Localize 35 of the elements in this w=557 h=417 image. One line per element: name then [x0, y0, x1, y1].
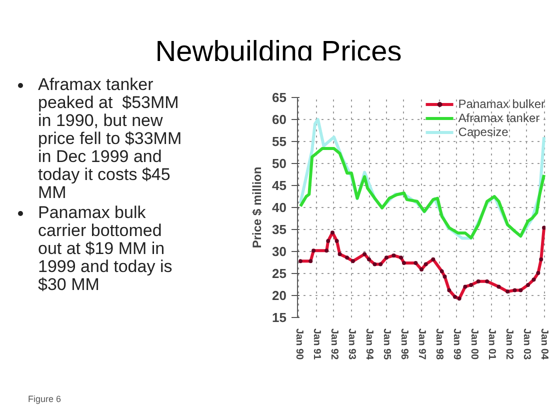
- legend-label: Capesize: [458, 125, 508, 139]
- x-tick-label: Jan 01: [486, 328, 498, 360]
- legend-label: Aframax tanker: [458, 111, 540, 125]
- y-tick-label: 25: [272, 266, 287, 281]
- y-tick-label: 40: [272, 200, 287, 215]
- x-tick-label: Jan 98: [434, 328, 445, 360]
- x-tick-label: Jan 90: [293, 328, 304, 360]
- y-tick-label: 30: [272, 244, 287, 259]
- x-tick-label: Jan 92: [328, 328, 340, 360]
- y-tick-label: 60: [272, 112, 287, 127]
- x-tick-label: Jan 94: [364, 328, 374, 360]
- x-tick-label: Jan 03: [521, 328, 532, 360]
- x-tick-label: Jan 91: [310, 328, 322, 360]
- y-tick-label: 35: [272, 222, 287, 237]
- y-tick-label: 50: [272, 156, 287, 171]
- text: Panamax bulk carrier bottomed out at $19 MM in 1999 and today is $30 MM: [38, 203, 174, 294]
- x-tick-label: Jan 96: [398, 328, 410, 360]
- caption: Figure 6: [27, 393, 62, 406]
- y-tick-label: 15: [272, 310, 287, 325]
- x-tick-label: Jan 00: [468, 328, 480, 360]
- x-tick-label: Jan 02: [504, 328, 515, 360]
- x-tick-label: Jan 97: [416, 328, 428, 360]
- y-tick-label: 65: [272, 90, 287, 105]
- chart-title: Newbuilding Prices: [154, 35, 403, 70]
- x-tick-label: Jan 99: [451, 328, 462, 360]
- y-tick-label: 20: [272, 288, 287, 303]
- line-series: [298, 147, 546, 240]
- text: Aframax tanker peaked at $53MM in 1990, but new price fell to $33MM in Dec 1999 and today it costs $45 MM: [38, 75, 183, 202]
- x-tick-label: Jan 04: [538, 328, 550, 360]
- y-tick-label: 45: [272, 178, 287, 193]
- legend-label: Panamax bulker: [458, 97, 545, 111]
- y-tick-label: 55: [272, 134, 287, 149]
- y-axis-title: Price $ million: [250, 166, 264, 248]
- x-tick-label: Jan 93: [346, 328, 358, 360]
- x-tick-label: Jan 95: [380, 328, 392, 360]
